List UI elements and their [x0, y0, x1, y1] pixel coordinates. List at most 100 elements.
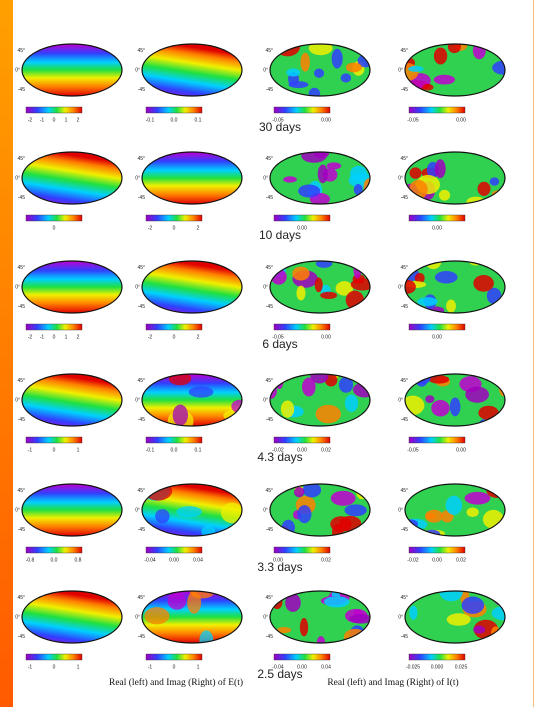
lat-label: 0° — [263, 507, 268, 513]
lat-label: -45 — [18, 634, 25, 640]
map-blob — [473, 275, 494, 292]
colorbar-tick: -1 — [40, 117, 45, 123]
map-blob — [314, 150, 329, 159]
lat-label: 45° — [265, 156, 273, 162]
map-panel: 45°0°-45-0.050.00 — [263, 259, 374, 340]
map-blob — [231, 400, 248, 413]
lat-label: -45 — [401, 634, 408, 640]
footer-left: Real (left) and Imag (Right) of E(t) — [109, 677, 243, 688]
map-blob — [273, 150, 284, 160]
colorbar-tick: 0.00 — [321, 334, 331, 340]
colorbar-tick: 1 — [65, 334, 68, 340]
colorbar — [409, 107, 465, 113]
map-field — [141, 480, 243, 539]
lat-label: 45° — [17, 378, 25, 384]
lat-label: 0° — [263, 397, 268, 403]
lat-label: -45 — [401, 527, 408, 533]
colorbar-tick: 0.0 — [171, 117, 178, 123]
lat-label: -45 — [18, 195, 25, 201]
lat-label: 45° — [137, 48, 145, 54]
map-blob — [344, 504, 366, 516]
lat-label: 0° — [398, 284, 403, 290]
period-label: 10 days — [259, 228, 301, 242]
map-blob — [345, 395, 358, 412]
lat-label: 45° — [17, 265, 25, 271]
colorbar-tick: 0 — [53, 447, 56, 453]
lat-label: 45° — [17, 488, 25, 494]
map-panel: 45°0°-450.00 — [398, 152, 507, 231]
map-blob — [478, 182, 491, 196]
page: {"lat_labels": ["45°", "0°", "-45"], "ro… — [0, 0, 543, 707]
colorbar-tick: 0 — [173, 334, 176, 340]
map-blob — [490, 177, 500, 185]
lat-label: 0° — [398, 175, 403, 181]
lat-label: 45° — [265, 265, 273, 271]
map-panel: 45°0°-45-0.050.00 — [398, 367, 508, 454]
map-blob — [221, 502, 243, 523]
colorbar — [146, 215, 202, 221]
lat-label: 45° — [400, 48, 408, 54]
colorbar — [274, 215, 330, 221]
lat-label: -45 — [18, 304, 25, 310]
colorbar — [146, 324, 202, 330]
map-blob — [446, 300, 456, 313]
lat-label: -45 — [138, 527, 145, 533]
map-blob — [353, 382, 377, 397]
map-panel: 45°0°-450.00 — [398, 253, 506, 340]
colorbar — [146, 437, 202, 443]
map-blob — [228, 583, 248, 601]
map-blob — [297, 505, 311, 523]
lat-label: 45° — [137, 156, 145, 162]
colorbar-tick: 0.02 — [321, 447, 331, 453]
map-panel: 45°0°-45-0.10.00.1 — [135, 372, 254, 453]
lat-label: -45 — [401, 87, 408, 93]
colorbar-tick: 0.00 — [321, 117, 331, 123]
colorbar-tick: 0.00 — [456, 117, 466, 123]
lat-label: 0° — [135, 175, 140, 181]
colorbar-tick: 0.00 — [432, 334, 442, 340]
colorbar — [274, 437, 330, 443]
map-field — [401, 476, 509, 538]
lat-label: -45 — [266, 304, 273, 310]
map-blob — [354, 184, 363, 195]
map-blob — [473, 626, 485, 634]
lat-label: 45° — [400, 156, 408, 162]
map-blob — [349, 173, 375, 188]
map-field — [142, 583, 249, 650]
map-blob — [450, 398, 461, 417]
colorbar-tick: -0.1 — [146, 447, 155, 453]
lat-label: 0° — [135, 397, 140, 403]
map-blob — [492, 262, 506, 269]
colorbar-tick: -1 — [40, 334, 45, 340]
map-field — [270, 588, 372, 649]
map-blob — [417, 297, 437, 306]
lat-label: 0° — [15, 175, 20, 181]
colorbar-tick: 0.8 — [75, 557, 82, 563]
colorbar-tick: 0.02 — [321, 557, 331, 563]
period-label: 4.3 days — [257, 450, 302, 464]
colorbar-tick: 1 — [197, 664, 200, 670]
map-blob — [320, 292, 337, 299]
lat-label: 0° — [15, 284, 20, 290]
map-blob — [286, 68, 300, 76]
lat-label: 0° — [398, 614, 403, 620]
map-blob — [314, 68, 324, 77]
colorbar-tick: 0.1 — [195, 447, 202, 453]
colorbar — [409, 437, 465, 443]
colorbar-tick: -2 — [148, 225, 153, 231]
colorbar-tick: -0.05 — [407, 447, 419, 453]
lat-label: 45° — [400, 488, 408, 494]
map-blob — [344, 629, 367, 646]
colorbar-tick: -0.1 — [146, 117, 155, 123]
colorbar-tick: 0.0 — [51, 557, 58, 563]
lat-label: -45 — [266, 634, 273, 640]
map-blob — [434, 47, 447, 64]
map-panel: 45°0°-450.00 — [263, 149, 374, 231]
colorbar-tick: -0.05 — [407, 117, 419, 123]
colorbar-tick: 0.1 — [195, 117, 202, 123]
colorbar — [26, 324, 82, 330]
map-blob — [406, 482, 428, 488]
lat-label: 45° — [137, 595, 145, 601]
lat-label: -45 — [401, 417, 408, 423]
lat-label: 0° — [398, 397, 403, 403]
